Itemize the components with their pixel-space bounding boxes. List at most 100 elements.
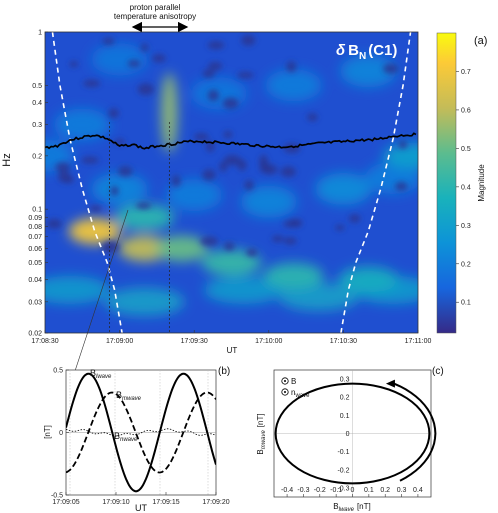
power-feature-5 [263, 262, 324, 289]
x-tick-label: 0.3 [397, 487, 407, 494]
low-power-spot [46, 218, 62, 229]
power-feature-8 [383, 142, 418, 169]
x-tick-label: 0 [351, 487, 355, 494]
y-tick-label: -0.1 [337, 449, 349, 456]
panel-b-xlabel: UT [135, 503, 147, 513]
colorbar-tick-label: 0.7 [461, 69, 471, 76]
cone-of-influence [51, 32, 412, 333]
x-tick-label: 17:09:00 [106, 338, 133, 345]
panel-c-y-ticks: -0.3 -0.2 -0.1 0 0.1 0.2 0.3 [337, 377, 349, 493]
power-feature-1 [68, 218, 121, 245]
low-power-spot [348, 214, 361, 223]
svg-text:B: B [291, 377, 296, 386]
power-texture-2 [166, 179, 223, 212]
low-power-spot [108, 108, 119, 119]
proton-cyclotron-line [45, 132, 417, 150]
y-tick-label: 0.5 [53, 368, 63, 375]
power-band [203, 275, 284, 304]
series-label-lwave: Blwave [90, 368, 112, 380]
y-tick-label: 0 [59, 430, 63, 437]
x-tick-label: 17:09:05 [52, 499, 79, 506]
low-power-spot [202, 69, 215, 78]
panel-a-title: δ BN (C1) [336, 42, 397, 62]
x-tick-label: 0.2 [380, 487, 390, 494]
x-tick-label: -0.2 [314, 487, 326, 494]
y-tick-label: 0.03 [28, 299, 42, 306]
low-power-spot [137, 83, 155, 96]
y-tick-label: -0.3 [337, 485, 349, 492]
y-tick-label: 0.02 [28, 331, 42, 338]
y-tick-label: 0.2 [32, 153, 42, 160]
power-texture-1 [91, 172, 148, 205]
spectrogram [45, 32, 418, 333]
low-power-spot [55, 162, 71, 173]
x-tick-label: 17:10:00 [255, 338, 282, 345]
low-power-spot [283, 237, 297, 245]
power-feature-7 [114, 204, 175, 231]
low-power-spot [89, 205, 102, 212]
y-tick-label: 0.04 [28, 277, 42, 284]
title-sub: N [359, 51, 366, 62]
low-power-spot [280, 166, 297, 178]
x-tick-label: 17:08:30 [31, 338, 58, 345]
panel-a-label: (a) [474, 35, 487, 47]
panel-c-x-ticks: -0.4 -0.3 -0.2 -0.1 0 0.1 0.2 0.3 0.4 [281, 487, 423, 497]
power-band [45, 275, 110, 304]
y-tick-label: 1 [38, 30, 42, 37]
low-power-spot [151, 54, 166, 63]
dot-circle-icon [281, 388, 289, 396]
low-power-spot [262, 164, 278, 175]
low-power-spot [223, 155, 241, 166]
panel-a-y-ticks: 1 0.5 0.4 0.3 0.2 0.10.09 0.08 0.07 0.06 0.05 0.04… [28, 30, 48, 338]
series-label-nwave: Bnwave [114, 431, 138, 443]
colorbar-tick-label: 0.3 [461, 223, 471, 230]
panel-b-label: (b) [218, 366, 230, 377]
x-tick-label: 17:09:15 [152, 499, 179, 506]
low-power-spot [244, 179, 254, 191]
low-power-spot [81, 156, 99, 164]
power-feature-4 [201, 249, 262, 276]
low-power-spot [103, 246, 113, 253]
colorbar-tick-label: 0.4 [461, 184, 471, 191]
rotation-arrow [393, 382, 437, 482]
low-power-spot [286, 61, 297, 73]
panel-b-ylabel: [nT] [43, 425, 52, 439]
x-tick-label: 17:10:30 [330, 338, 357, 345]
power-texture-10 [91, 43, 148, 76]
low-power-spot [223, 130, 233, 139]
low-power-spot [398, 140, 408, 149]
y-tick-label: 0.1 [340, 413, 350, 420]
low-power-spot [223, 241, 235, 251]
x-tick-label: -0.1 [330, 487, 342, 494]
panel-a-ylabel: Hz [1, 153, 13, 166]
power-texture-7 [191, 77, 248, 110]
power-texture-9 [340, 55, 397, 88]
spectrogram-frame [44, 31, 419, 334]
y-tick-label: 0.09 [28, 215, 42, 222]
y-tick-label: 0.1 [32, 207, 42, 214]
y-tick-label: 0.06 [28, 246, 42, 253]
dot-circle-icon [281, 377, 289, 385]
y-tick-label: 0.3 [32, 122, 42, 129]
low-power-spot [207, 89, 220, 102]
y-tick-label: -0.2 [337, 467, 349, 474]
panel-a: proton parallel temperature anisotropy δ… [1, 3, 487, 355]
low-power-spot [127, 59, 141, 68]
series-label-mwave: Bmwave [116, 390, 142, 402]
low-power-spot [110, 186, 119, 196]
y-tick-label: 0.4 [32, 100, 42, 107]
low-power-spot [382, 63, 399, 74]
panel-c-xlabel: Blwave [nT] [333, 502, 370, 513]
power-feature-2 [118, 235, 171, 262]
x-tick-label: 17:09:30 [181, 338, 208, 345]
x-tick-label: -0.3 [297, 487, 309, 494]
annotation-line2: temperature anisotropy [114, 12, 196, 21]
low-power-spot [200, 236, 219, 246]
colorbar-ticks: 0.1 0.2 0.3 0.4 0.5 0.6 0.7 [456, 69, 471, 307]
power-texture-8 [265, 69, 322, 102]
y-tick-label: 0 [346, 431, 350, 438]
low-power-spot [395, 181, 408, 191]
rotation-arrowhead [385, 379, 395, 388]
hodogram-ellipse [274, 382, 431, 485]
